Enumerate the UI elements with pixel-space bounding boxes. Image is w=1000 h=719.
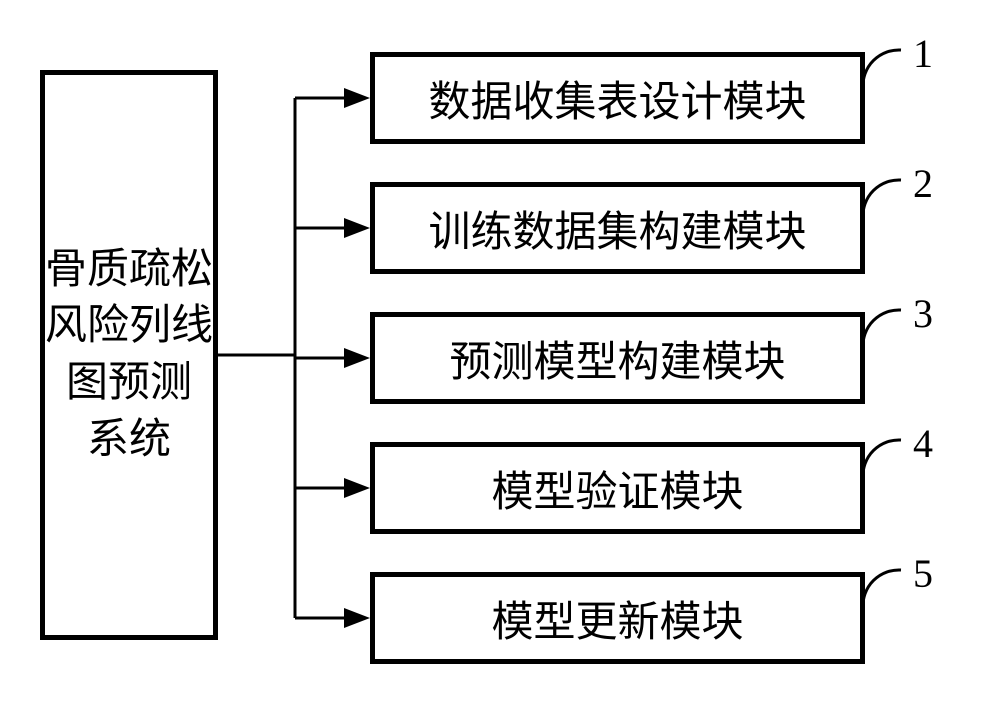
module-box: 模型更新模块	[370, 572, 865, 664]
module-label: 数据收集表设计模块	[428, 68, 806, 129]
module-box: 预测模型构建模块	[370, 312, 865, 404]
module-box: 训练数据集构建模块	[370, 182, 865, 274]
module-label: 模型更新模块	[491, 588, 743, 649]
module-label: 预测模型构建模块	[449, 328, 785, 389]
module-box: 模型验证模块	[370, 442, 865, 534]
callout-number: 3	[913, 290, 933, 337]
callout-number: 4	[913, 420, 933, 467]
main-system-box: 骨质疏松 风险列线 图预测 系统	[40, 70, 218, 640]
callout-number: 5	[913, 550, 933, 597]
callout-number: 1	[913, 30, 933, 77]
module-box: 数据收集表设计模块	[370, 52, 865, 144]
main-system-label: 骨质疏松 风险列线 图预测 系统	[45, 242, 213, 469]
callout-number: 2	[913, 160, 933, 207]
module-label: 训练数据集构建模块	[428, 198, 806, 259]
module-label: 模型验证模块	[491, 458, 743, 519]
